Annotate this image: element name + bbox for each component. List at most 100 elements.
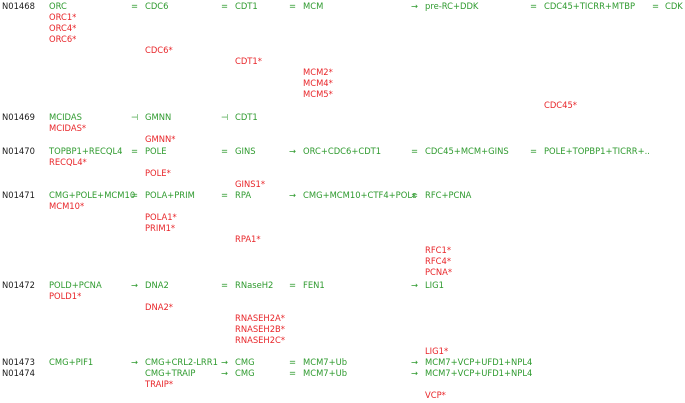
variant-label[interactable]: MCM5* — [303, 89, 333, 99]
node-label[interactable]: POLE+TOPBP1+TICRR+.. — [544, 146, 650, 156]
variant-label[interactable]: GMNN* — [145, 134, 176, 144]
node-label[interactable]: RFC+PCNA — [425, 190, 472, 200]
node-label[interactable]: TOPBP1+RECQL4 — [49, 146, 123, 156]
variant-label[interactable]: RNASEH2C* — [235, 335, 286, 345]
node-label[interactable]: pre-RC+DDK — [425, 1, 479, 11]
variant-label[interactable]: LIG1* — [425, 346, 449, 356]
variant-label[interactable]: ORC6* — [49, 34, 77, 44]
relation-symbol: → — [289, 146, 297, 156]
relation-symbol: → — [289, 190, 297, 200]
node-label[interactable]: RPA — [235, 190, 252, 200]
variant-label[interactable]: MCM10* — [49, 201, 85, 211]
node-label[interactable]: RNaseH2 — [235, 280, 274, 290]
variant-label[interactable]: CDT1* — [235, 56, 262, 66]
pathway-id[interactable]: N01474 — [2, 368, 35, 378]
node-label[interactable]: CDK — [665, 1, 683, 11]
relation-symbol: = — [221, 280, 229, 290]
node-label[interactable]: LIG1 — [425, 280, 444, 290]
node-label[interactable]: CMG — [235, 357, 255, 367]
node-label[interactable]: CMG+TRAIP — [145, 368, 196, 378]
relation-symbol: → — [411, 368, 419, 378]
node-label[interactable]: GMNN — [145, 112, 172, 122]
relation-symbol: → — [411, 280, 419, 290]
variant-label[interactable]: CDC6* — [145, 45, 173, 55]
relation-symbol: → — [411, 1, 419, 11]
variant-label[interactable]: PCNA* — [425, 267, 453, 277]
pathway-id[interactable]: N01470 — [2, 146, 35, 156]
node-label[interactable]: CMG+POLE+MCM10 — [49, 190, 136, 200]
node-label[interactable]: MCM7+Ub — [303, 368, 348, 378]
node-label[interactable]: MCM7+VCP+UFD1+NPL4 — [425, 357, 533, 367]
pathway-id[interactable]: N01469 — [2, 112, 35, 122]
node-label[interactable]: FEN1 — [303, 280, 325, 290]
variant-label[interactable]: RFC1* — [425, 245, 452, 255]
variant-label[interactable]: PRIM1* — [145, 223, 176, 233]
variant-label[interactable]: POLD1* — [49, 291, 82, 301]
node-label[interactable]: CDC45+TICRR+MTBP — [544, 1, 636, 11]
relation-symbol: = — [131, 190, 139, 200]
pathway-id[interactable]: N01468 — [2, 1, 35, 11]
variant-label[interactable]: CDC45* — [544, 100, 577, 110]
variant-label[interactable]: RNASEH2A* — [235, 313, 285, 323]
relation-symbol: → — [411, 357, 419, 367]
variant-label[interactable]: RPA1* — [235, 234, 261, 244]
relation-symbol: → — [131, 357, 139, 367]
node-label[interactable]: POLE — [145, 146, 167, 156]
node-label[interactable]: ORC — [49, 1, 67, 11]
relation-symbol: = — [221, 190, 229, 200]
pathway-id[interactable]: N01471 — [2, 190, 35, 200]
pathway-id[interactable]: N01473 — [2, 357, 35, 367]
node-label[interactable]: CMG — [235, 368, 255, 378]
node-label[interactable]: MCM7+Ub — [303, 357, 348, 367]
node-label[interactable]: POLD+PCNA — [49, 280, 102, 290]
variant-label[interactable]: RNASEH2B* — [235, 324, 285, 334]
node-label[interactable]: GINS — [235, 146, 256, 156]
relation-symbol: = — [289, 280, 297, 290]
relation-symbol: = — [221, 1, 229, 11]
node-label[interactable]: CMG+CRL2-LRR1 — [145, 357, 218, 367]
variant-label[interactable]: RECQL4* — [49, 157, 87, 167]
relation-symbol: ⊣ — [131, 112, 139, 122]
relation-symbol: = — [289, 1, 297, 11]
variant-label[interactable]: MCM4* — [303, 78, 333, 88]
relation-symbol: = — [411, 146, 419, 156]
node-label[interactable]: CDC45+MCM+GINS — [425, 146, 509, 156]
relation-symbol: = — [131, 1, 139, 11]
relation-symbol: = — [221, 146, 229, 156]
relation-symbol: = — [530, 146, 538, 156]
relation-symbol: → — [131, 280, 139, 290]
variant-label[interactable]: MCM2* — [303, 67, 333, 77]
relation-symbol: = — [131, 146, 139, 156]
relation-symbol: = — [652, 1, 660, 11]
node-label[interactable]: CDC6 — [145, 1, 169, 11]
relation-symbol: → — [221, 357, 229, 367]
node-label[interactable]: CMG+MCM10+CTF4+POLε — [303, 190, 417, 200]
node-label[interactable]: MCM — [303, 1, 324, 11]
node-label[interactable]: CMG+PIF1 — [49, 357, 94, 367]
variant-label[interactable]: GINS1* — [235, 179, 266, 189]
node-label[interactable]: ORC+CDC6+CDT1 — [303, 146, 382, 156]
variant-label[interactable]: MCIDAS* — [49, 123, 87, 133]
pathway-id[interactable]: N01472 — [2, 280, 35, 290]
relation-symbol: = — [289, 368, 297, 378]
relation-symbol: = — [530, 1, 538, 11]
node-label[interactable]: CDT1 — [235, 112, 258, 122]
node-label[interactable]: MCIDAS — [49, 112, 82, 122]
node-label[interactable]: POLA+PRIM — [145, 190, 195, 200]
variant-label[interactable]: RFC4* — [425, 256, 452, 266]
variant-label[interactable]: POLE* — [145, 168, 171, 178]
variant-label[interactable]: TRAIP* — [145, 379, 174, 389]
relation-symbol: ⊣ — [221, 112, 229, 122]
variant-label[interactable]: ORC4* — [49, 23, 77, 33]
relation-symbol: → — [221, 368, 229, 378]
variant-label[interactable]: DNA2* — [145, 302, 173, 312]
variant-label[interactable]: VCP* — [425, 390, 446, 400]
node-label[interactable]: MCM7+VCP+UFD1+NPL4 — [425, 368, 533, 378]
relation-symbol: = — [289, 357, 297, 367]
variant-label[interactable]: ORC1* — [49, 12, 77, 22]
node-label[interactable]: DNA2 — [145, 280, 169, 290]
node-label[interactable]: CDT1 — [235, 1, 258, 11]
variant-label[interactable]: POLA1* — [145, 212, 177, 222]
relation-symbol: = — [411, 190, 419, 200]
